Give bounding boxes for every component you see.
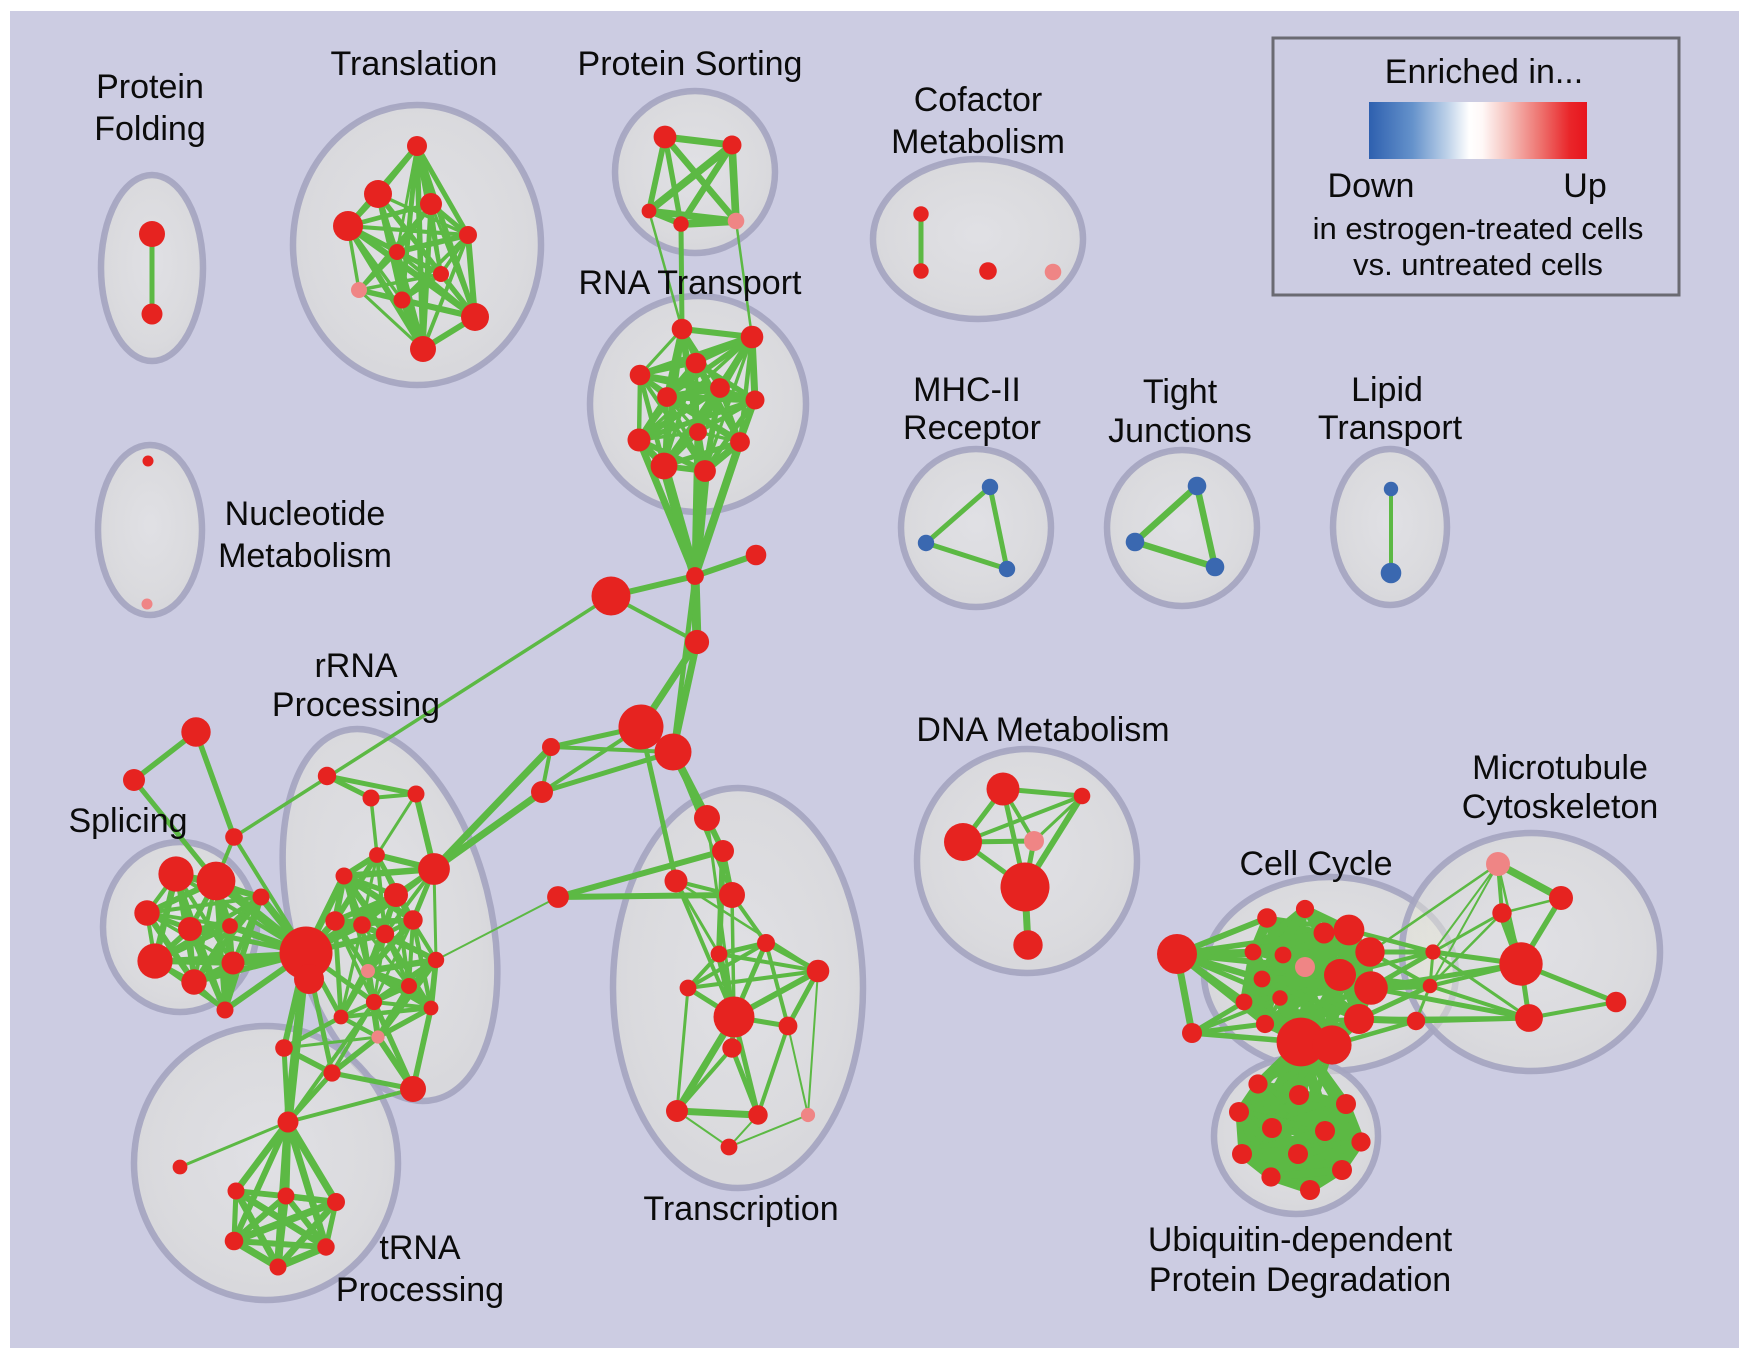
svg-text:Splicing: Splicing bbox=[68, 802, 187, 840]
svg-text:Protein Sorting: Protein Sorting bbox=[578, 45, 803, 83]
svg-text:Cell Cycle: Cell Cycle bbox=[1239, 845, 1392, 883]
svg-text:Translation: Translation bbox=[331, 45, 498, 83]
svg-text:Protein: Protein bbox=[96, 68, 204, 106]
svg-text:Transcription: Transcription bbox=[643, 1190, 838, 1228]
svg-text:Nucleotide: Nucleotide bbox=[225, 495, 386, 533]
svg-text:RNA Transport: RNA Transport bbox=[579, 264, 803, 302]
svg-text:Metabolism: Metabolism bbox=[218, 537, 392, 575]
svg-text:DNA Metabolism: DNA Metabolism bbox=[916, 711, 1169, 749]
svg-text:Ubiquitin-dependent: Ubiquitin-dependent bbox=[1148, 1221, 1453, 1259]
svg-text:Processing: Processing bbox=[272, 686, 440, 724]
svg-text:rRNA: rRNA bbox=[314, 647, 397, 685]
svg-text:vs. untreated cells: vs. untreated cells bbox=[1353, 247, 1603, 282]
svg-text:tRNA: tRNA bbox=[379, 1229, 461, 1267]
svg-text:Metabolism: Metabolism bbox=[891, 123, 1065, 161]
svg-text:Processing: Processing bbox=[336, 1271, 504, 1309]
svg-text:Down: Down bbox=[1328, 167, 1415, 205]
svg-text:in estrogen-treated cells: in estrogen-treated cells bbox=[1313, 211, 1644, 246]
svg-text:Tight: Tight bbox=[1143, 373, 1218, 411]
svg-text:Microtubule: Microtubule bbox=[1472, 749, 1648, 787]
svg-text:Junctions: Junctions bbox=[1108, 412, 1252, 450]
svg-text:Transport: Transport bbox=[1318, 409, 1463, 447]
svg-text:Protein Degradation: Protein Degradation bbox=[1149, 1261, 1451, 1299]
svg-text:Folding: Folding bbox=[94, 110, 206, 148]
svg-text:Lipid: Lipid bbox=[1351, 371, 1423, 409]
svg-text:Receptor: Receptor bbox=[903, 409, 1041, 447]
svg-text:Cofactor: Cofactor bbox=[914, 81, 1043, 119]
svg-text:Up: Up bbox=[1563, 167, 1606, 205]
svg-text:MHC-II: MHC-II bbox=[913, 371, 1021, 409]
svg-text:Cytoskeleton: Cytoskeleton bbox=[1462, 788, 1659, 826]
svg-text:Enriched in...: Enriched in... bbox=[1385, 53, 1583, 91]
